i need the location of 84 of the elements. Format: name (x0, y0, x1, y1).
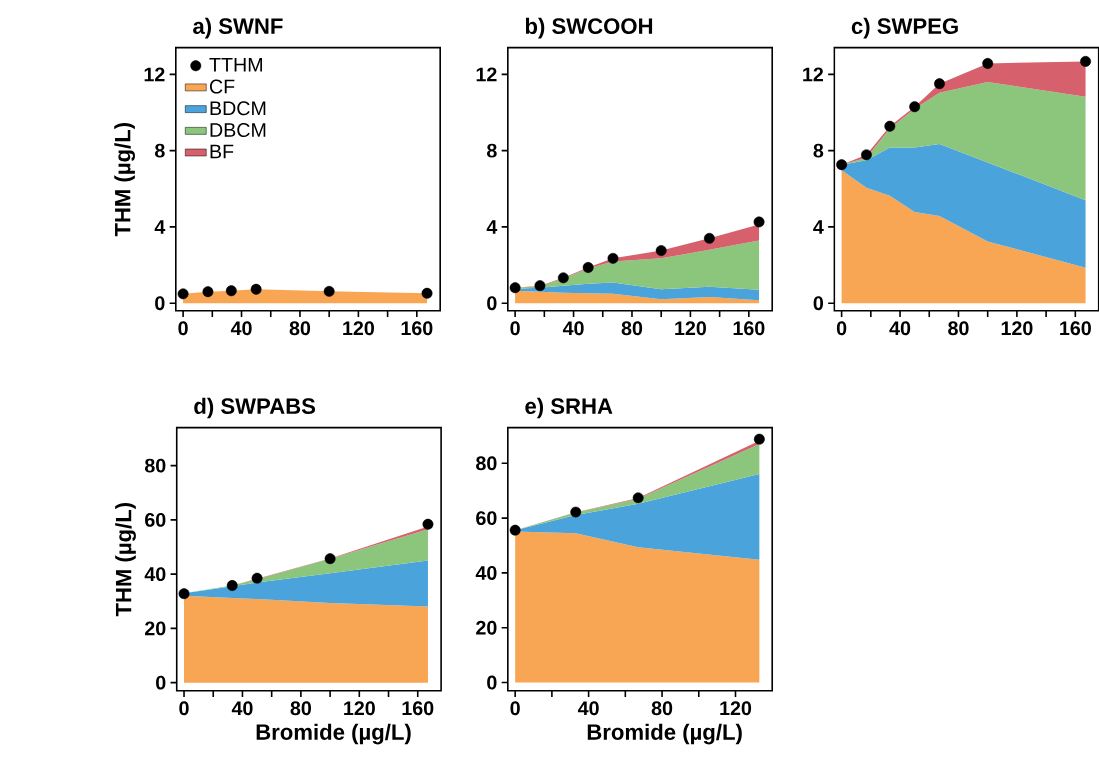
y-tick-label: 4 (154, 219, 166, 234)
x-axis-title: Bromide (µg/L) (256, 723, 411, 745)
x-tick-label: 160 (401, 321, 433, 336)
point (703, 232, 715, 244)
point (607, 252, 619, 264)
point (655, 244, 667, 256)
point (753, 216, 765, 228)
x-tick-label: 80 (289, 321, 311, 336)
point (753, 433, 765, 445)
y-tick-label: 20 (476, 620, 497, 635)
legend-label: TTHM (209, 57, 262, 72)
x-tick-label: 120 (343, 321, 374, 336)
y-tick-label: 80 (144, 458, 166, 473)
point (324, 553, 336, 564)
x-axis-title: Bromide (µg/L) (587, 723, 742, 745)
y-axis-title: THM (µg/L) (115, 502, 136, 617)
x-tick-label: 160 (1060, 321, 1091, 336)
y-tick-label: 4 (486, 219, 498, 234)
point (251, 572, 263, 584)
x-tick-label: 120 (1001, 321, 1033, 336)
x-tick-label: 0 (510, 701, 520, 716)
y-tick-label: 4 (813, 219, 824, 234)
y-tick-label: 80 (476, 456, 497, 471)
x-tick-label: 80 (948, 321, 969, 336)
y-axis-title: THM (µg/L) (114, 122, 135, 237)
x-tick-label: 40 (231, 701, 253, 716)
y-tick-label: 8 (813, 143, 824, 158)
point (982, 57, 994, 69)
x-tick-label: 120 (344, 701, 375, 716)
point (934, 78, 945, 89)
y-tick-label: 40 (144, 566, 166, 581)
y-tick-label: 0 (813, 296, 823, 310)
x-tick-label: 160 (402, 701, 434, 716)
legend-label: BF (210, 144, 234, 159)
point (632, 492, 644, 504)
point (422, 518, 434, 530)
x-tick-label: 40 (230, 321, 252, 336)
y-tick-label: 0 (156, 675, 166, 690)
y-tick-label: 0 (487, 296, 497, 310)
legend-label: BDCM (210, 101, 266, 116)
point (534, 280, 546, 291)
x-tick-label: 0 (836, 321, 847, 336)
y-tick-label: 0 (155, 296, 165, 310)
chart-title: c) SWPEG (851, 17, 958, 39)
x-tick-label: 0 (179, 701, 189, 716)
chart-title: d) SWPABS (194, 397, 316, 419)
point (1080, 55, 1091, 67)
x-tick-label: 120 (720, 701, 752, 716)
x-tick-label: 40 (889, 321, 911, 336)
y-tick-label: 12 (476, 67, 497, 82)
point (509, 524, 521, 536)
y-tick-label: 60 (145, 512, 166, 527)
y-tick-label: 40 (475, 565, 497, 580)
y-tick-label: 60 (476, 510, 497, 525)
y-tick-label: 8 (154, 143, 165, 158)
x-tick-label: 80 (290, 701, 311, 716)
point (178, 588, 190, 599)
x-tick-label: 80 (621, 321, 643, 336)
point (557, 272, 569, 284)
chart-title: b) SWCOOH (525, 17, 653, 39)
point (884, 120, 896, 132)
point (861, 149, 872, 161)
y-tick-label: 0 (487, 675, 497, 690)
legend-label: DBCM (210, 122, 266, 137)
x-tick-label: 0 (510, 321, 520, 336)
y-tick-label: 20 (145, 621, 166, 636)
chart-title: a) SWNF (193, 17, 283, 39)
point (570, 506, 582, 518)
legend-label: CF (209, 79, 235, 94)
point (582, 261, 594, 273)
x-tick-label: 80 (651, 701, 673, 716)
point (909, 101, 921, 112)
point (226, 579, 238, 591)
chart-title: e) SRHA (525, 397, 613, 419)
point (836, 159, 848, 170)
y-tick-label: 12 (144, 67, 165, 82)
x-tick-label: 120 (675, 321, 706, 336)
x-tick-label: 40 (577, 701, 599, 716)
y-tick-label: 8 (487, 143, 497, 158)
x-tick-label: 0 (178, 321, 188, 336)
x-tick-label: 40 (562, 321, 584, 336)
point (509, 282, 521, 293)
x-tick-label: 160 (733, 321, 765, 336)
y-tick-label: 12 (803, 67, 824, 82)
